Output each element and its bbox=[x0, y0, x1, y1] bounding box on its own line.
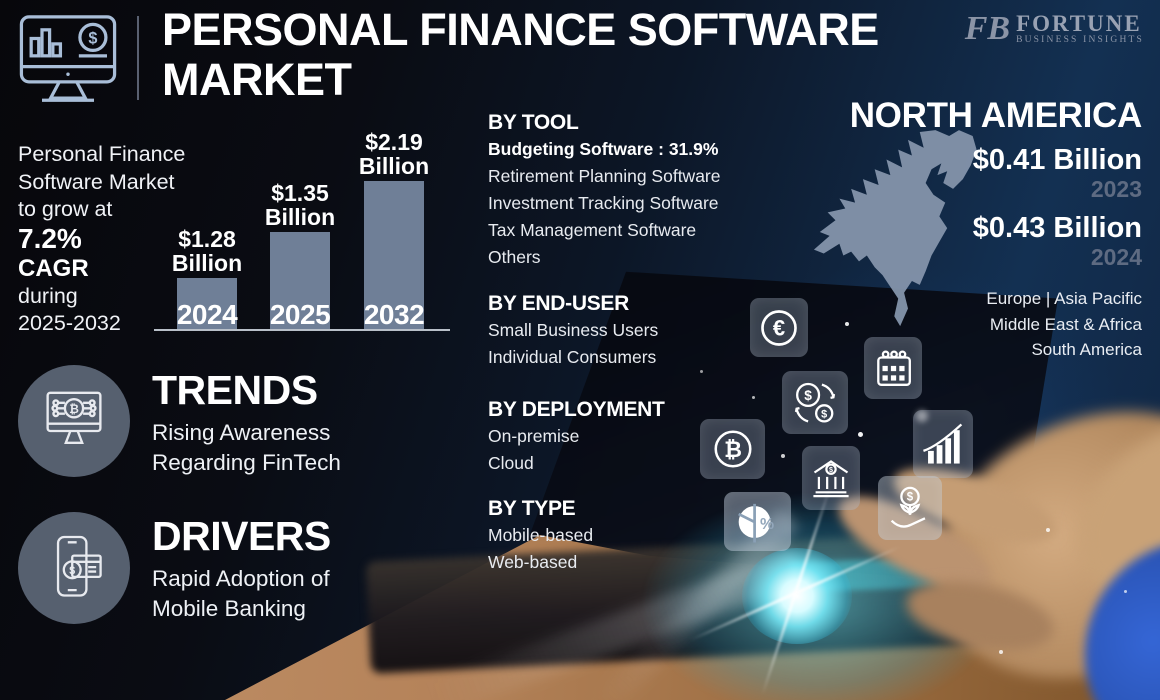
segment-item: Mobile-based bbox=[488, 525, 594, 545]
segment-item: Tax Management Software bbox=[488, 220, 697, 240]
svg-text:$: $ bbox=[829, 466, 833, 474]
drivers-heading: DRIVERS bbox=[152, 513, 331, 559]
page-title-line1: PERSONAL FINANCE SOFTWARE bbox=[162, 4, 879, 55]
pie-percent-icon: % bbox=[724, 492, 791, 551]
north-america-map bbox=[813, 130, 977, 327]
other-regions: Europe | Asia Pacific Middle East & Afri… bbox=[742, 286, 1142, 363]
svg-text:$: $ bbox=[907, 492, 914, 504]
bar-year-label: 2025 bbox=[269, 299, 331, 330]
growth-summary: Personal Finance Software Market to grow… bbox=[18, 141, 188, 338]
bar-year-label: 2032 bbox=[363, 299, 425, 330]
region-stat-value: $0.43 Billion bbox=[972, 212, 1142, 244]
light-flare-core bbox=[742, 548, 852, 644]
drivers-line: Mobile Banking bbox=[152, 596, 306, 621]
trends-line: Regarding FinTech bbox=[152, 450, 341, 475]
cagr-value: 7.2% bbox=[18, 222, 82, 254]
growth-line: during bbox=[18, 283, 78, 308]
chart-baseline bbox=[154, 329, 450, 331]
currency-exchange-icon: $ $ bbox=[782, 371, 848, 434]
trends-heading: TRENDS bbox=[152, 367, 318, 413]
drivers-text: DRIVERS Rapid Adoption of Mobile Banking bbox=[152, 514, 331, 624]
calendar-icon bbox=[864, 337, 922, 399]
header-divider bbox=[137, 16, 139, 100]
svg-text:%: % bbox=[760, 515, 774, 532]
svg-text:$: $ bbox=[69, 565, 75, 577]
bar-2032: 2032 bbox=[363, 181, 425, 330]
segment-item: Budgeting Software : 31.9% bbox=[488, 139, 719, 159]
region-stats: NORTH AMERICA $0.41 Billion 2023 $0.43 B… bbox=[742, 96, 1143, 363]
svg-text:$: $ bbox=[804, 388, 812, 403]
segment-by-end-user: BY END-USER Small Business Users Individ… bbox=[488, 291, 658, 371]
euro-icon: € bbox=[750, 298, 808, 357]
page-title: PERSONAL FINANCE SOFTWARE MARKET bbox=[162, 5, 879, 105]
growth-chart-icon bbox=[913, 410, 973, 478]
bar-2025: 2025 bbox=[269, 232, 331, 330]
segment-heading: BY TOOL bbox=[488, 111, 579, 134]
segment-by-tool: BY TOOL Budgeting Software : 31.9% Retir… bbox=[488, 110, 720, 271]
segment-item: Retirement Planning Software bbox=[488, 166, 721, 186]
svg-text:$: $ bbox=[88, 29, 97, 47]
segment-item: Individual Consumers bbox=[488, 347, 657, 367]
brand-name: FORTUNE bbox=[1016, 11, 1142, 36]
drivers-badge: $ bbox=[18, 512, 130, 624]
segment-item: Cloud bbox=[488, 453, 534, 473]
fintech-monitor-bitcoin-icon: ₿ bbox=[46, 391, 102, 444]
money-growth-icon: $ bbox=[878, 476, 942, 540]
trends-line: Rising Awareness bbox=[152, 420, 331, 445]
mobile-banking-icon: $ bbox=[56, 535, 102, 597]
trends-text: TRENDS Rising Awareness Regarding FinTec… bbox=[152, 368, 341, 478]
bar-group-2032: $2.19 Billion 2032 bbox=[359, 130, 429, 330]
brand-glyph-icon: FB bbox=[964, 10, 1011, 47]
trends-badge: ₿ bbox=[18, 365, 130, 477]
segment-item: On-premise bbox=[488, 426, 580, 446]
svg-text:€: € bbox=[773, 315, 785, 340]
bank-icon: $ bbox=[802, 446, 860, 510]
other-region-line: South America bbox=[1031, 340, 1142, 359]
segment-heading: BY DEPLOYMENT bbox=[488, 398, 665, 421]
bitcoin-icon: ₿ bbox=[700, 419, 765, 479]
growth-line: Software Market bbox=[18, 169, 175, 194]
segment-heading: BY TYPE bbox=[488, 497, 576, 520]
bar-group-2024: $1.28 Billion 2024 bbox=[172, 227, 242, 330]
region-stat-value: $0.41 Billion bbox=[972, 144, 1142, 176]
other-region-line: Middle East & Africa bbox=[989, 314, 1142, 334]
forecast-period: 2025-2032 bbox=[18, 311, 121, 335]
growth-line: to grow at bbox=[18, 197, 113, 221]
region-heading: NORTH AMERICA bbox=[849, 96, 1143, 135]
market-size-bar-chart: $1.28 Billion 2024 $1.35 Billion 2025 $2.1… bbox=[154, 120, 450, 331]
fortune-business-insights-logo: FB FORTUNE BUSINESS INSIGHTS bbox=[965, 10, 1144, 48]
region-stat-year: 2024 bbox=[1090, 244, 1142, 270]
segment-heading: BY END-USER bbox=[488, 292, 630, 315]
page-title-line2: MARKET bbox=[162, 54, 352, 105]
segment-item: Small Business Users bbox=[488, 320, 659, 340]
cagr-label: CAGR bbox=[18, 254, 89, 282]
growth-line: Personal Finance bbox=[18, 142, 186, 166]
svg-text:₿: ₿ bbox=[724, 438, 742, 463]
brand-tagline: BUSINESS INSIGHTS bbox=[1016, 35, 1144, 45]
segment-item: Others bbox=[488, 247, 541, 267]
bar-2024: 2024 bbox=[176, 278, 238, 330]
drivers-line: Rapid Adoption of bbox=[152, 566, 330, 591]
monitor-chart-dollar-icon: $ bbox=[19, 15, 117, 102]
svg-text:₿: ₿ bbox=[69, 402, 79, 416]
segment-item: Web-based bbox=[488, 552, 578, 572]
svg-text:$: $ bbox=[821, 408, 827, 420]
bar-value-label: $1.35 Billion bbox=[264, 180, 336, 230]
segment-by-type: BY TYPE Mobile-based Web-based bbox=[488, 496, 593, 576]
bar-group-2025: $1.35 Billion 2025 bbox=[265, 181, 335, 330]
segment-item: Investment Tracking Software bbox=[488, 193, 719, 213]
bar-year-label: 2024 bbox=[176, 299, 238, 330]
region-stat-year: 2023 bbox=[1090, 176, 1142, 202]
segment-by-deployment: BY DEPLOYMENT On-premise Cloud bbox=[488, 397, 665, 477]
bar-value-label: $1.28 Billion bbox=[171, 226, 243, 276]
bar-value-label: $2.19 Billion bbox=[358, 129, 430, 179]
other-region-line: Europe | Asia Pacific bbox=[986, 289, 1142, 308]
